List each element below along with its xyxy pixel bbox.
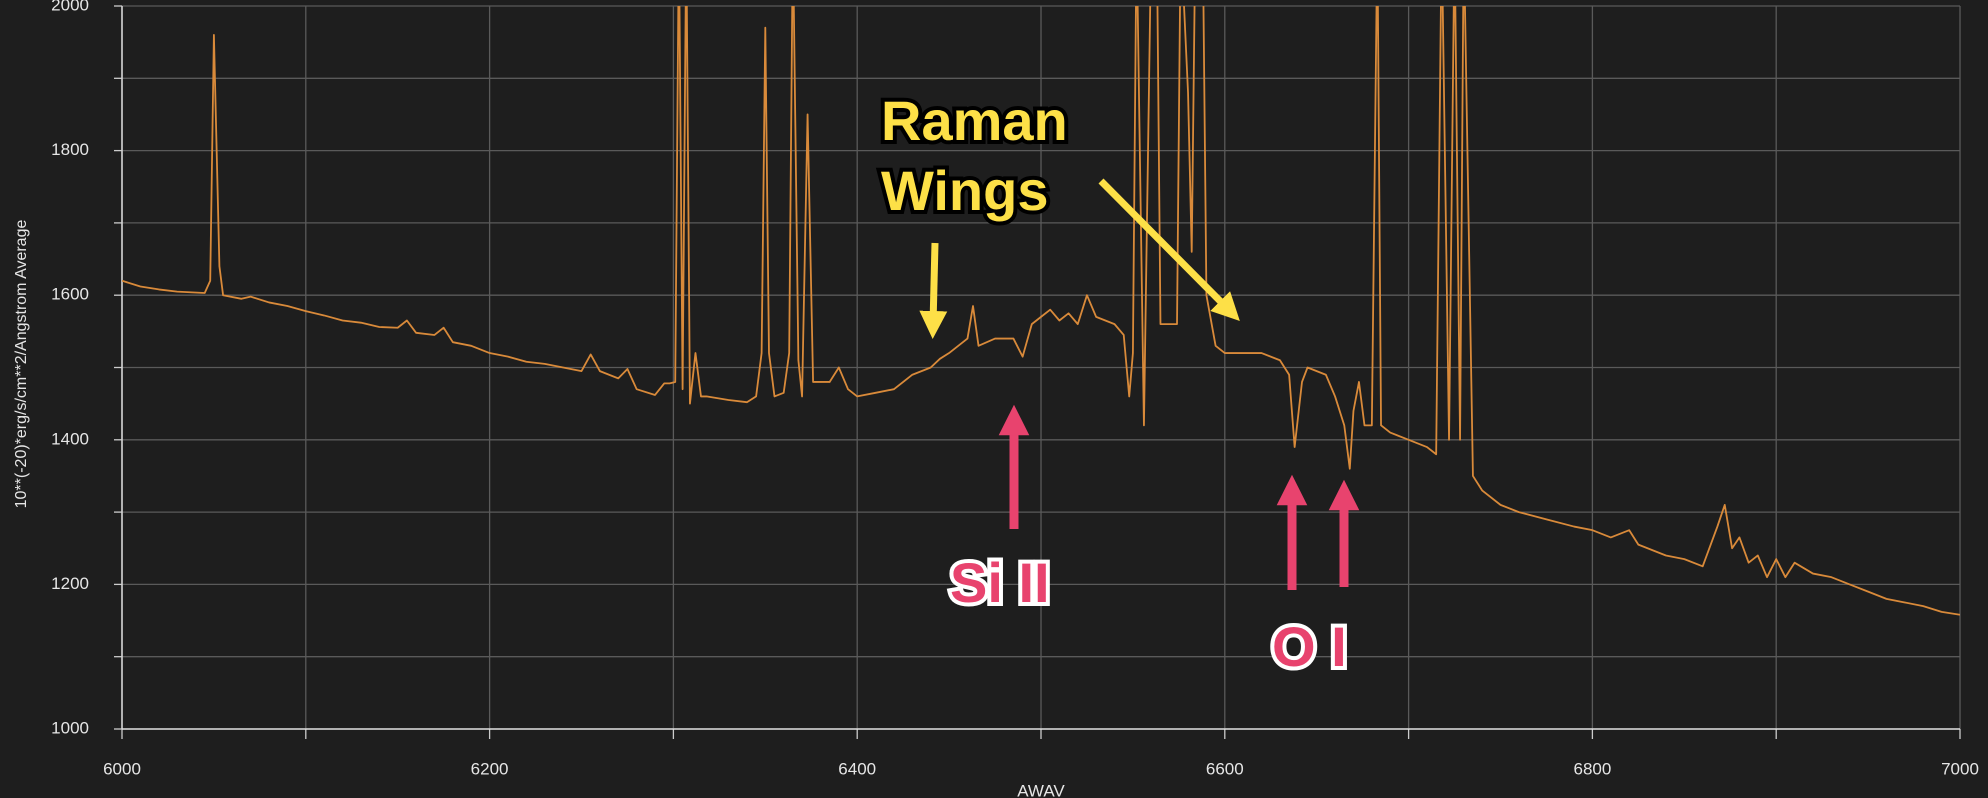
- annotation: Raman Wings: [877, 85, 1072, 226]
- y-tick-label: 1200: [51, 574, 89, 593]
- y-tick-label: 1000: [51, 718, 89, 737]
- spectrum-line: [122, 6, 1960, 616]
- y-tick-label: 1400: [51, 429, 89, 448]
- x-tick-label: 6200: [471, 759, 509, 778]
- annotation: Si II: [946, 547, 1054, 618]
- x-tick-label: 6400: [838, 759, 876, 778]
- arrow: [1098, 178, 1240, 321]
- y-tick-label: 2000: [51, 0, 89, 14]
- x-tick-label: 6000: [103, 759, 141, 778]
- y-axis-label: 10**(-20)*erg/s/cm**2/Angstrom Average: [13, 220, 30, 509]
- x-tick-label: 7000: [1941, 759, 1979, 778]
- x-tick-label: 6600: [1206, 759, 1244, 778]
- y-tick-label: 1800: [51, 140, 89, 159]
- x-tick-label: 6800: [1573, 759, 1611, 778]
- x-axis-label: AWAV: [1017, 781, 1065, 798]
- arrow: [919, 242, 948, 339]
- annotation: O I: [1268, 611, 1351, 682]
- annotation-arrows: [919, 178, 1360, 590]
- y-tick-label: 1600: [51, 285, 89, 304]
